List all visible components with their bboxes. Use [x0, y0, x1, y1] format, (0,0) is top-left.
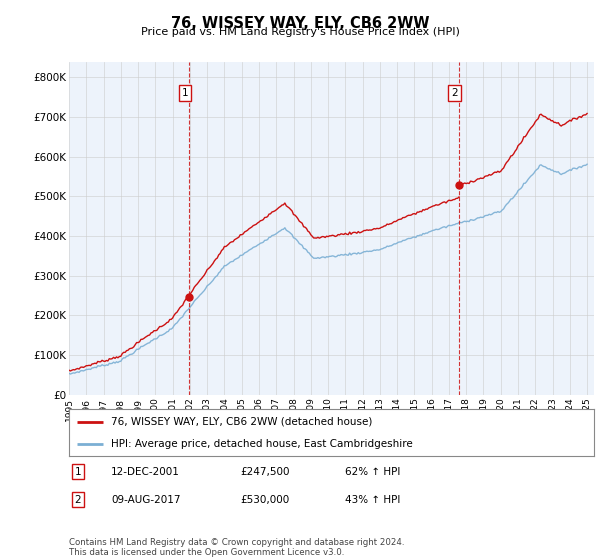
Text: £530,000: £530,000	[240, 494, 289, 505]
Text: 1: 1	[182, 88, 188, 99]
Text: 2: 2	[451, 88, 458, 99]
Text: £247,500: £247,500	[240, 466, 290, 477]
Text: 2: 2	[74, 494, 82, 505]
Text: 09-AUG-2017: 09-AUG-2017	[111, 494, 181, 505]
Text: 1: 1	[74, 466, 82, 477]
Text: Price paid vs. HM Land Registry's House Price Index (HPI): Price paid vs. HM Land Registry's House …	[140, 27, 460, 37]
Text: 76, WISSEY WAY, ELY, CB6 2WW: 76, WISSEY WAY, ELY, CB6 2WW	[171, 16, 429, 31]
Text: 12-DEC-2001: 12-DEC-2001	[111, 466, 180, 477]
Text: 76, WISSEY WAY, ELY, CB6 2WW (detached house): 76, WISSEY WAY, ELY, CB6 2WW (detached h…	[111, 417, 373, 427]
Text: 43% ↑ HPI: 43% ↑ HPI	[345, 494, 400, 505]
Text: HPI: Average price, detached house, East Cambridgeshire: HPI: Average price, detached house, East…	[111, 438, 413, 449]
Text: Contains HM Land Registry data © Crown copyright and database right 2024.
This d: Contains HM Land Registry data © Crown c…	[69, 538, 404, 557]
Text: 62% ↑ HPI: 62% ↑ HPI	[345, 466, 400, 477]
